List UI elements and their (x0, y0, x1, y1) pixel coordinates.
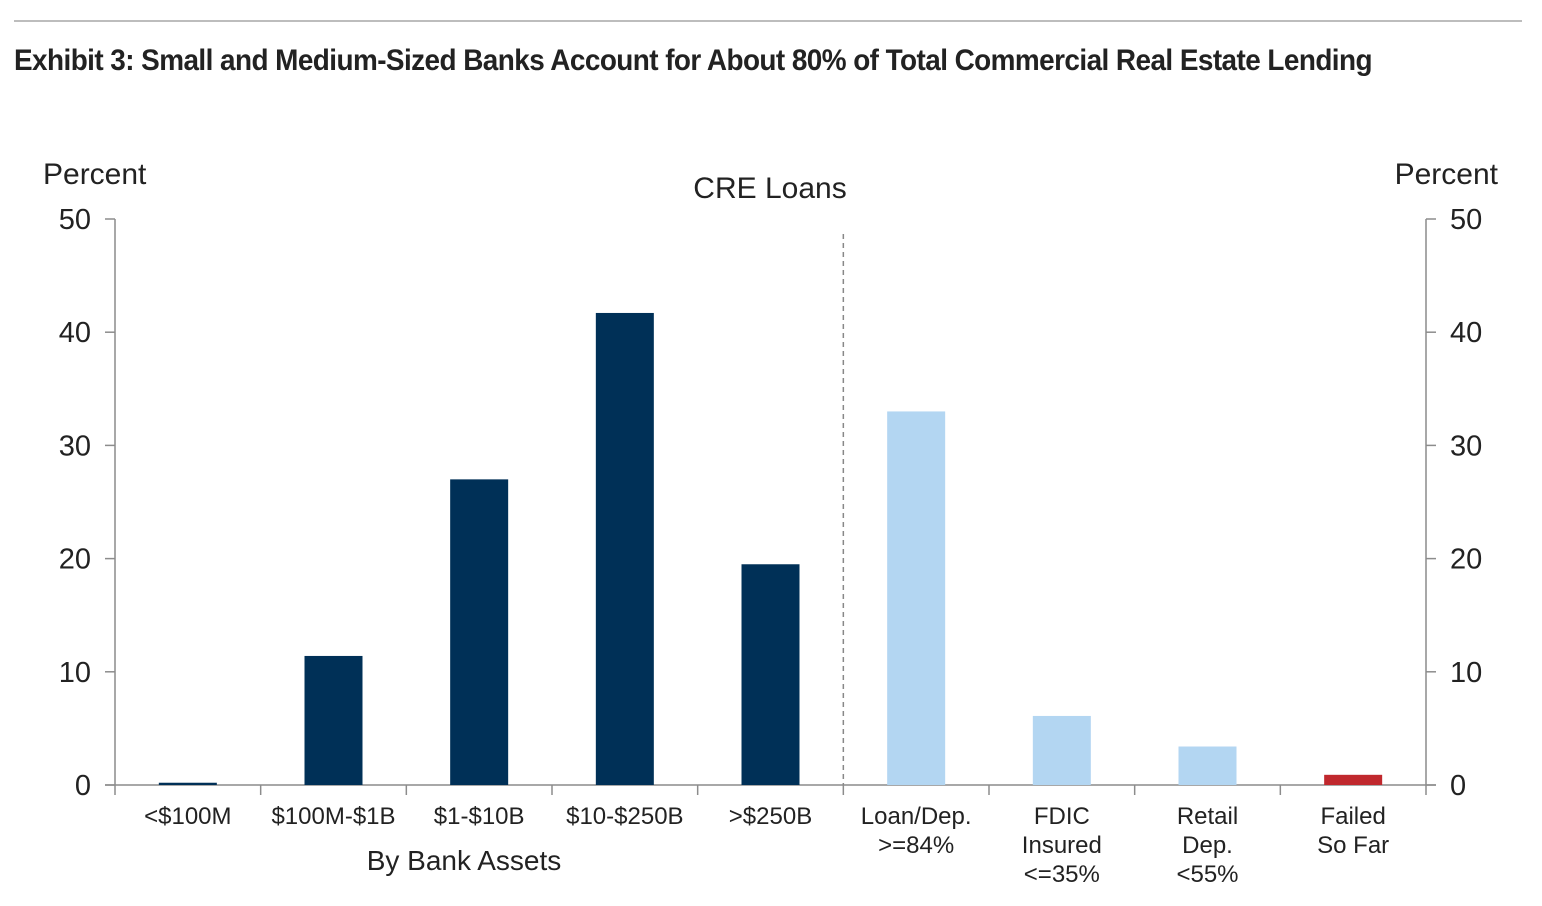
bar (450, 479, 509, 785)
bar (1324, 774, 1383, 785)
exhibit-title: Exhibit 3: Small and Medium-Sized Banks … (14, 44, 1373, 77)
x-tick-label: >=84% (878, 832, 954, 859)
y-tick-label-left: 20 (59, 544, 91, 576)
y-tick-label-left: 30 (59, 430, 91, 462)
x-tick-label: Failed (1320, 803, 1385, 830)
x-tick-label: $100M-$1B (271, 803, 395, 830)
chart-title: CRE Loans (693, 172, 846, 205)
y-axis-label-left: Percent (43, 158, 147, 191)
bars (158, 312, 1383, 785)
y-tick-label-right: 20 (1450, 544, 1482, 576)
y-tick-label-right: 10 (1450, 657, 1482, 689)
y-tick-label-left: 40 (59, 317, 91, 349)
x-tick-label: So Far (1317, 832, 1389, 859)
bar (595, 312, 654, 785)
y-tick-label-right: 0 (1450, 770, 1466, 802)
bar (1178, 746, 1237, 785)
x-tick-label: $1-$10B (434, 803, 525, 830)
y-tick-label-left: 0 (75, 770, 91, 802)
category-labels: <$100M $100M-$1B $1-$10B $10-$250B >$250B Loa… (144, 803, 1389, 888)
bar (304, 655, 363, 785)
x-tick-label: Dep. (1182, 832, 1233, 859)
x-tick-label: >$250B (729, 803, 812, 830)
bar (1032, 715, 1091, 785)
x-tick-label: <$100M (144, 803, 231, 830)
x-tick-label: FDIC (1034, 803, 1090, 830)
y-tick-label-right: 30 (1450, 430, 1482, 462)
y-tick-label-right: 50 (1450, 204, 1482, 236)
x-tick-label: Retail (1177, 803, 1238, 830)
bar (887, 411, 946, 785)
x-tick-label: <55% (1176, 861, 1238, 888)
y-tick-label-left: 50 (59, 204, 91, 236)
y-axis-label-right: Percent (1395, 158, 1499, 191)
bar (158, 782, 217, 785)
bar (741, 564, 800, 785)
y-tick-label-right: 40 (1450, 317, 1482, 349)
x-tick-label: $10-$250B (566, 803, 683, 830)
x-tick-label: Insured (1022, 832, 1102, 859)
x-tick-label: Loan/Dep. (861, 803, 972, 830)
group-label: By Bank Assets (367, 845, 562, 876)
top-rule (14, 20, 1522, 22)
x-tick-label: <=35% (1024, 861, 1100, 888)
y-tick-label-left: 10 (59, 657, 91, 689)
